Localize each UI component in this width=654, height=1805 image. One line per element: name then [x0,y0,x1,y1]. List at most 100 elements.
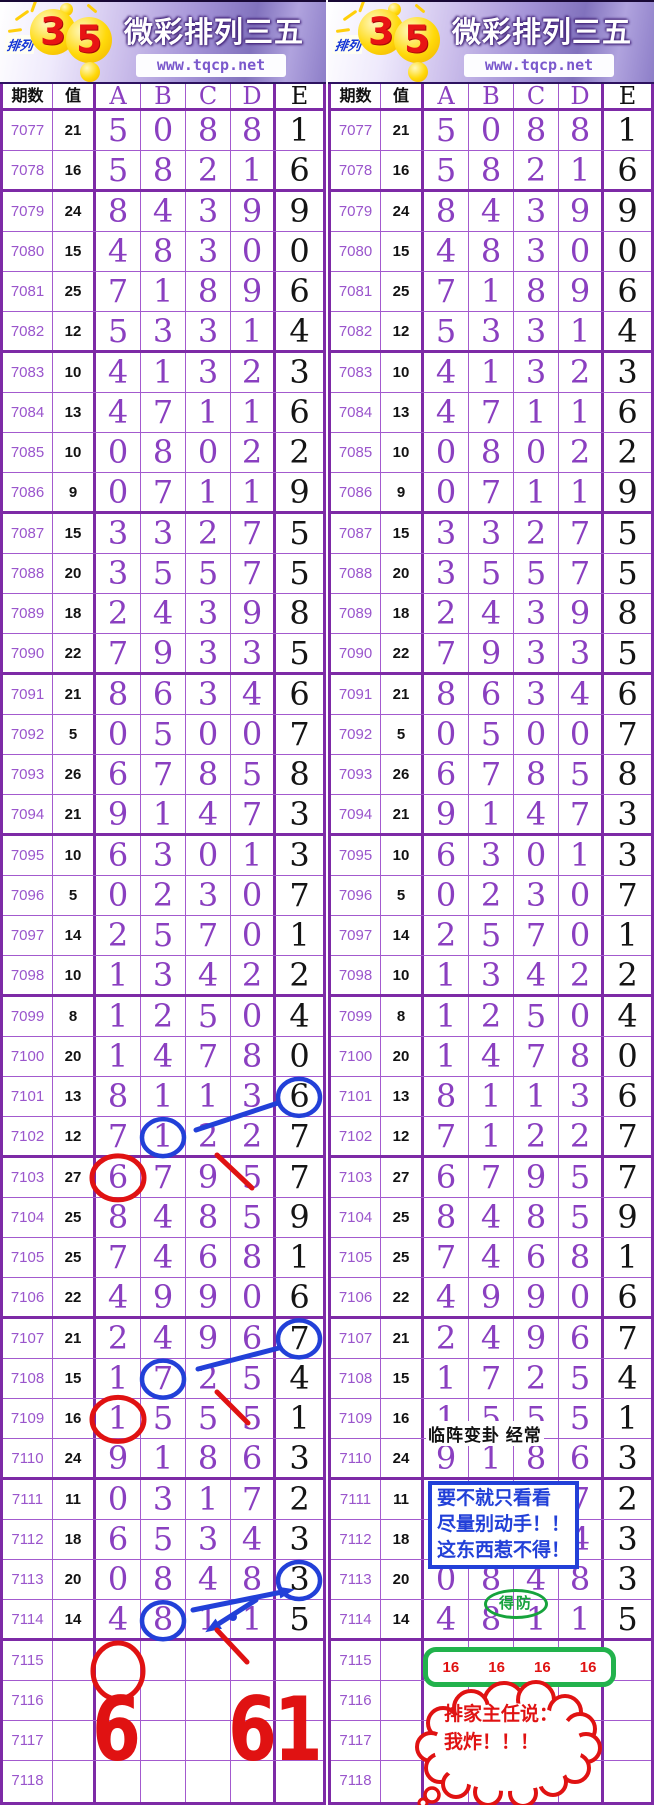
cell-e: 4 [617,1358,638,1397]
cell-a: 2 [96,1318,141,1358]
cell-a: 4 [424,231,469,271]
cell-e: 9 [289,473,310,511]
col-header-value: 值 [381,84,424,108]
cell-period: 7093 [331,755,381,795]
cell-a: 4 [96,392,141,432]
cell-a: 3 [424,513,469,553]
cell-value: 10 [381,352,424,392]
cell-value [53,1680,96,1720]
cell-c: 2 [186,151,231,189]
cell-value: 25 [53,1238,96,1278]
cell-a: 1 [96,1358,141,1398]
cell-b: 1 [469,272,514,312]
cell-b [141,1721,186,1761]
cell-value: 18 [53,594,96,634]
cell-e [604,1681,651,1720]
cell-period: 7115 [331,1640,381,1680]
logo-ball-5: 5 [66,17,112,63]
green-oval-note: 得防 [484,1589,548,1619]
cell-d: 7 [231,513,276,553]
cell-d: 2 [231,956,276,994]
cell-e: 7 [289,1318,310,1357]
logo-digit-3: 3 [368,10,394,53]
yellow-ball-icon [408,62,428,82]
cell-value [53,1761,96,1802]
cell-c: 8 [186,1197,231,1237]
cell-d: 9 [231,594,276,634]
col-header-c: C [514,84,559,108]
cell-a: 0 [424,714,469,754]
cell-period: 7085 [3,433,53,473]
chart-panel-left: 排列 3 5 微彩排列三五 www.tqcp.net 期数 值 A B C D … [0,0,326,1805]
cell-d: 0 [231,916,276,956]
cell-d: 6 [231,1318,276,1358]
cell-d: 5 [231,1358,276,1398]
cell-b: 8 [141,1560,186,1600]
cell-c: 2 [186,1358,231,1398]
cell-a: 0 [424,433,469,473]
cell-e: 2 [617,433,638,471]
cell-b: 4 [469,1036,514,1076]
cell-c: 2 [186,513,231,553]
cell-value: 16 [53,1399,96,1439]
cell-b: 3 [141,312,186,350]
table-row: 7104 25 8 4 8 5 9 [3,1197,323,1238]
cell-e: 9 [617,191,638,230]
cell-e: 2 [617,1479,638,1518]
table-row: 7085 10 0 8 0 2 2 [331,433,651,474]
cell-c: 1 [514,1077,559,1117]
cell-d [559,1761,604,1802]
table-row: 7108 15 1 7 2 5 4 [3,1358,323,1399]
cell-period: 7088 [3,553,53,593]
table-row: 7094 21 9 1 4 7 3 [3,795,323,836]
cell-c: 0 [514,835,559,875]
cell-e: 9 [617,1197,638,1236]
cell-b: 1 [469,795,514,833]
cell-period: 7118 [331,1761,381,1802]
cell-e: 9 [617,473,638,511]
cell-b: 4 [469,594,514,634]
cell-a: 4 [96,1600,141,1638]
cell-c: 0 [186,433,231,473]
cell-c: 2 [514,1358,559,1398]
cell-value: 22 [381,1278,424,1316]
cell-a: 2 [424,916,469,956]
cell-b: 0 [141,111,186,151]
cell-a: 4 [96,231,141,271]
table-row: 7095 10 6 3 0 1 3 [3,835,323,876]
cell-d: 6 [559,1439,604,1477]
cell-period: 7094 [3,795,53,833]
cell-e: 8 [617,594,638,632]
site-url: www.tqcp.net [136,54,286,77]
cell-period: 7086 [331,473,381,511]
cell-c: 8 [186,1439,231,1477]
cell-value: 18 [381,1519,424,1559]
cell-c: 3 [514,634,559,672]
cell-value: 15 [381,231,424,271]
cell-period: 7096 [331,875,381,915]
cell-a: 1 [424,996,469,1036]
cell-e: 5 [617,1600,638,1638]
cell-value: 21 [53,1318,96,1358]
table-row: 7103 27 6 7 9 5 7 [3,1157,323,1198]
cell-d: 2 [231,433,276,473]
cell-b: 6 [141,674,186,714]
cell-period: 7100 [331,1036,381,1076]
cell-d: 8 [559,1238,604,1278]
cell-value: 10 [381,433,424,473]
cell-e: 3 [289,835,310,874]
cell-a: 8 [96,1077,141,1117]
cell-b: 3 [469,956,514,994]
cell-period: 7080 [331,231,381,271]
cell-d [231,1721,276,1761]
site-url: www.tqcp.net [464,54,614,77]
warning-box: 要不就只看看 尽量别动手！！ 这东西惹不得！ [428,1481,580,1569]
cell-value: 16 [381,151,424,189]
cell-value [381,1721,424,1761]
cell-c: 3 [514,231,559,271]
cell-value: 9 [53,473,96,511]
cell-c: 8 [514,1439,559,1477]
cell-d: 8 [231,1036,276,1076]
table-row: 7118 [3,1761,323,1802]
